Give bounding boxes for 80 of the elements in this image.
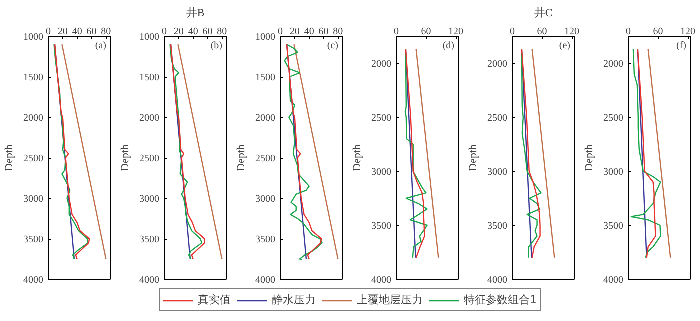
x-tick-label: 80: [101, 26, 112, 38]
y-tick-label: 3000: [140, 194, 160, 205]
y-tick-label: 2000: [488, 59, 508, 70]
y-tick-label: 2500: [24, 154, 44, 164]
y-tick-label: 3000: [488, 167, 508, 178]
y-tick-label: 3500: [140, 234, 160, 246]
x-tick-label: 0: [510, 26, 515, 38]
y-tick-label: 2500: [256, 154, 276, 164]
chart-title: 井C: [534, 6, 553, 20]
annotation: (e): [559, 40, 571, 52]
y-axis-title: Depth: [4, 144, 16, 172]
x-tick-label: 0: [626, 26, 631, 38]
y-tick-label: 1500: [256, 72, 276, 84]
y-tick-label: 4000: [24, 275, 44, 286]
x-tick-label: 80: [217, 26, 228, 38]
y-tick-label: 4000: [372, 275, 392, 286]
x-tick-label: 40: [304, 26, 314, 38]
x-tick-label: 0: [278, 26, 283, 38]
x-tick-label: 20: [58, 26, 68, 38]
x-tick-label: 20: [174, 26, 184, 38]
y-tick-label: 2000: [140, 113, 160, 124]
x-tick-label: 60: [537, 26, 548, 38]
x-tick-label: 0: [394, 26, 399, 38]
x-tick-label: 60: [421, 26, 432, 38]
y-tick-label: 1000: [24, 32, 44, 43]
y-tick-label: 4000: [140, 275, 160, 286]
x-tick-label: 60: [653, 26, 664, 38]
y-tick-label: 2000: [256, 113, 276, 124]
line-series: [630, 48, 662, 258]
y-tick-label: 3000: [604, 167, 624, 178]
x-tick-label: 120: [680, 26, 696, 38]
x-tick-label: 0: [46, 26, 51, 38]
y-tick-label: 1500: [140, 72, 160, 84]
x-tick-label: 60: [86, 26, 97, 38]
y-tick-label: 2500: [372, 113, 392, 124]
annotation: (a): [95, 40, 107, 52]
y-axis-title: Depth: [236, 144, 248, 172]
y-axis-title: Depth: [468, 144, 480, 172]
y-tick-label: 3000: [256, 194, 276, 205]
legend-label: 特征参数组合1: [464, 292, 537, 308]
y-tick-label: 4000: [488, 275, 508, 286]
y-tick-label: 2500: [604, 113, 624, 124]
y-tick-label: 3000: [372, 167, 392, 178]
y-tick-label: 1500: [24, 72, 44, 84]
y-tick-label: 2000: [372, 59, 392, 70]
annotation: (f): [676, 40, 687, 52]
y-tick-label: 3000: [24, 194, 44, 205]
chart-title: 井B: [186, 6, 205, 20]
legend-label: 真实值: [198, 292, 231, 308]
line-series: [637, 48, 656, 258]
annotation: (b): [210, 40, 223, 52]
y-tick-label: 3500: [604, 221, 624, 232]
annotation: (c): [327, 40, 339, 52]
x-tick-label: 20: [290, 26, 300, 38]
y-tick-label: 4000: [256, 275, 276, 286]
x-tick-label: 40: [188, 26, 198, 38]
y-tick-label: 4000: [604, 275, 624, 286]
y-axis-title: Depth: [120, 144, 132, 172]
y-tick-label: 2500: [488, 113, 508, 124]
y-tick-label: 1000: [256, 32, 276, 43]
x-tick-label: 40: [72, 26, 82, 38]
x-tick-label: 80: [333, 26, 344, 38]
y-tick-label: 3500: [488, 221, 508, 232]
y-axis-title: Depth: [352, 144, 364, 172]
y-tick-label: 2500: [140, 154, 160, 164]
legend-label: 上覆地层压力: [357, 292, 423, 308]
y-tick-label: 3500: [256, 234, 276, 246]
x-tick-label: 60: [318, 26, 329, 38]
y-tick-label: 3500: [372, 221, 392, 232]
y-tick-label: 3500: [24, 234, 44, 246]
x-tick-label: 0: [162, 26, 167, 38]
x-tick-label: 120: [448, 26, 464, 38]
y-tick-label: 1000: [140, 32, 160, 43]
y-axis-title: Depth: [584, 144, 596, 172]
y-tick-label: 2000: [604, 59, 624, 70]
x-tick-label: 120: [564, 26, 580, 38]
legend-label: 静水压力: [272, 292, 316, 308]
annotation: (d): [442, 40, 455, 52]
x-tick-label: 60: [202, 26, 213, 38]
y-tick-label: 2000: [24, 113, 44, 124]
